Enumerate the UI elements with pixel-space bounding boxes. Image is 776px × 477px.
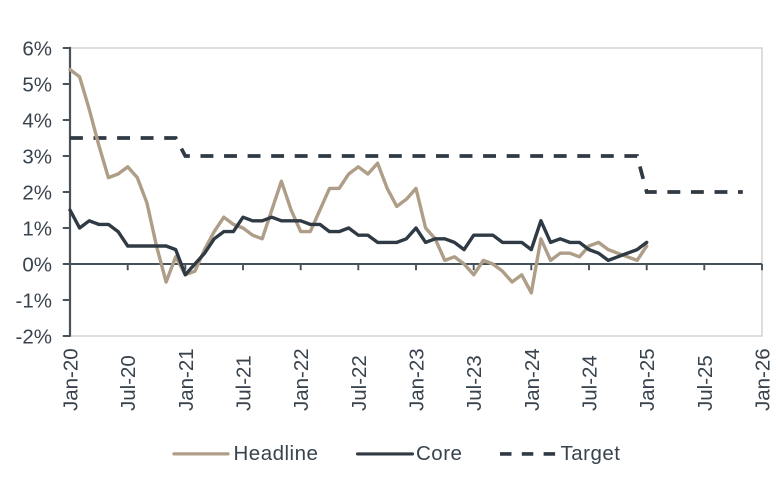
svg-text:Jul-23: Jul-23 — [463, 355, 486, 411]
svg-text:Jan-21: Jan-21 — [175, 348, 198, 411]
svg-text:5%: 5% — [22, 74, 52, 97]
svg-text:1%: 1% — [22, 218, 52, 241]
svg-text:Jan-22: Jan-22 — [290, 348, 313, 411]
svg-text:0%: 0% — [22, 254, 52, 277]
svg-text:Jul-22: Jul-22 — [348, 355, 371, 411]
svg-text:Jan-24: Jan-24 — [521, 348, 544, 411]
svg-text:Jul-25: Jul-25 — [694, 355, 717, 411]
svg-text:Jul-21: Jul-21 — [233, 355, 256, 411]
svg-text:4%: 4% — [22, 110, 52, 133]
svg-text:Jan-20: Jan-20 — [60, 348, 83, 411]
svg-text:3%: 3% — [22, 146, 52, 169]
svg-text:Jan-23: Jan-23 — [406, 348, 429, 411]
svg-text:Jan-26: Jan-26 — [752, 348, 775, 411]
svg-text:Headline: Headline — [234, 442, 319, 465]
svg-text:Jan-25: Jan-25 — [636, 348, 659, 411]
svg-text:6%: 6% — [22, 38, 52, 61]
svg-text:2%: 2% — [22, 182, 52, 205]
svg-text:Target: Target — [561, 442, 621, 465]
svg-text:-1%: -1% — [16, 290, 52, 313]
svg-text:-2%: -2% — [16, 326, 52, 349]
svg-text:Jul-24: Jul-24 — [579, 355, 602, 411]
svg-text:Jul-20: Jul-20 — [117, 355, 140, 411]
svg-text:Core: Core — [416, 442, 462, 465]
